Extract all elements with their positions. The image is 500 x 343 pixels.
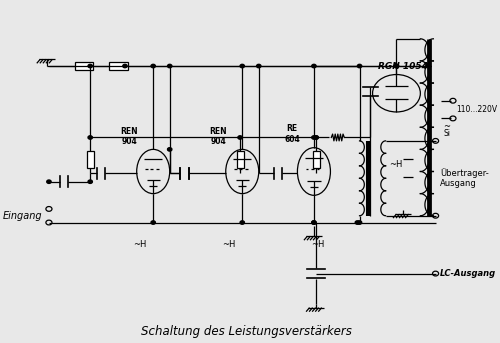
Circle shape [394,64,398,68]
Circle shape [314,136,318,139]
Circle shape [314,136,318,139]
Circle shape [238,136,242,139]
Text: Schaltung des Leistungsverstärkers: Schaltung des Leistungsverstärkers [141,325,352,338]
Text: RE
604: RE 604 [284,124,300,144]
Circle shape [312,221,316,224]
Circle shape [88,64,92,68]
Circle shape [358,221,362,224]
Text: ~: ~ [444,122,450,131]
Text: RGN 1054: RGN 1054 [378,62,428,71]
Circle shape [256,64,261,68]
Circle shape [394,64,398,68]
Bar [236,151,244,168]
Circle shape [240,64,244,68]
Bar [74,62,93,70]
Text: REN
904: REN 904 [210,127,227,146]
Circle shape [123,64,127,68]
Circle shape [151,221,156,224]
Text: ~H: ~H [134,239,147,249]
Text: LC-Ausgang: LC-Ausgang [440,269,496,278]
Text: Si: Si [444,129,450,138]
Text: ~H: ~H [312,239,325,249]
Circle shape [88,180,92,184]
Text: Eingang: Eingang [3,211,42,221]
Text: ~H: ~H [222,239,236,249]
Circle shape [151,64,156,68]
Circle shape [358,64,362,68]
Circle shape [312,64,316,68]
Circle shape [355,221,360,224]
Text: 110...220V: 110...220V [456,105,497,114]
Bar [86,151,94,168]
Bar [110,62,128,70]
Text: Übertrager-
Ausgang: Übertrager- Ausgang [440,168,488,188]
Circle shape [47,180,51,184]
Circle shape [312,136,316,139]
Circle shape [88,136,92,139]
Text: REN
904: REN 904 [120,127,138,146]
Circle shape [168,64,172,68]
Circle shape [240,221,244,224]
Text: ~H: ~H [390,160,403,169]
Circle shape [168,148,172,151]
Bar [312,151,320,168]
Circle shape [312,221,316,224]
